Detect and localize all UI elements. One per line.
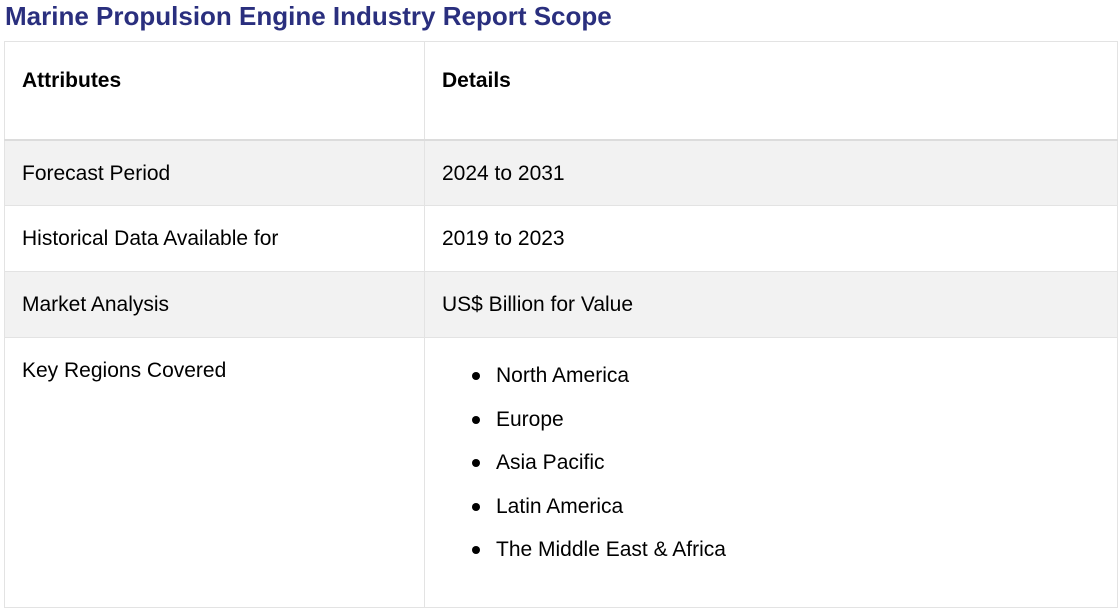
column-header-attributes: Attributes (4, 41, 425, 141)
page-title: Marine Propulsion Engine Industry Report… (5, 1, 612, 31)
table-row: Historical Data Available for 2019 to 20… (4, 205, 1118, 272)
detail-cell: US$ Billion for Value (424, 271, 1118, 338)
regions-list: North America Europe Asia Pacific Latin … (442, 365, 1100, 560)
region-label: Latin America (496, 494, 624, 518)
list-item: Asia Pacific (472, 451, 1100, 474)
table-row: Forecast Period 2024 to 2031 (4, 139, 1118, 206)
detail-cell: 2019 to 2023 (424, 205, 1118, 272)
attribute-cell: Historical Data Available for (4, 205, 425, 272)
region-label: The Middle East & Africa (496, 538, 726, 561)
bullet-icon (472, 415, 480, 424)
list-item: Latin America (472, 494, 1100, 518)
attribute-cell: Key Regions Covered (4, 337, 425, 608)
bullet-icon (472, 502, 480, 511)
detail-cell: North America Europe Asia Pacific Latin … (424, 337, 1118, 608)
region-label: Europe (496, 407, 564, 431)
list-item: North America (472, 364, 1100, 387)
bullet-icon (472, 372, 480, 380)
report-scope-table: Attributes Details Forecast Period 2024 … (4, 41, 1118, 608)
table-row: Key Regions Covered North America Europe… (4, 337, 1118, 608)
attribute-cell: Market Analysis (4, 271, 425, 338)
attribute-cell: Forecast Period (4, 139, 425, 206)
detail-cell: 2024 to 2031 (424, 139, 1118, 206)
list-item: Europe (472, 407, 1100, 431)
table-header-row: Attributes Details (4, 41, 1118, 141)
column-header-details: Details (424, 41, 1118, 141)
bullet-icon (472, 459, 480, 467)
list-item: The Middle East & Africa (472, 538, 1100, 561)
region-label: Asia Pacific (496, 451, 605, 474)
table-row: Market Analysis US$ Billion for Value (4, 271, 1118, 338)
region-label: North America (496, 364, 630, 387)
bullet-icon (472, 546, 480, 554)
